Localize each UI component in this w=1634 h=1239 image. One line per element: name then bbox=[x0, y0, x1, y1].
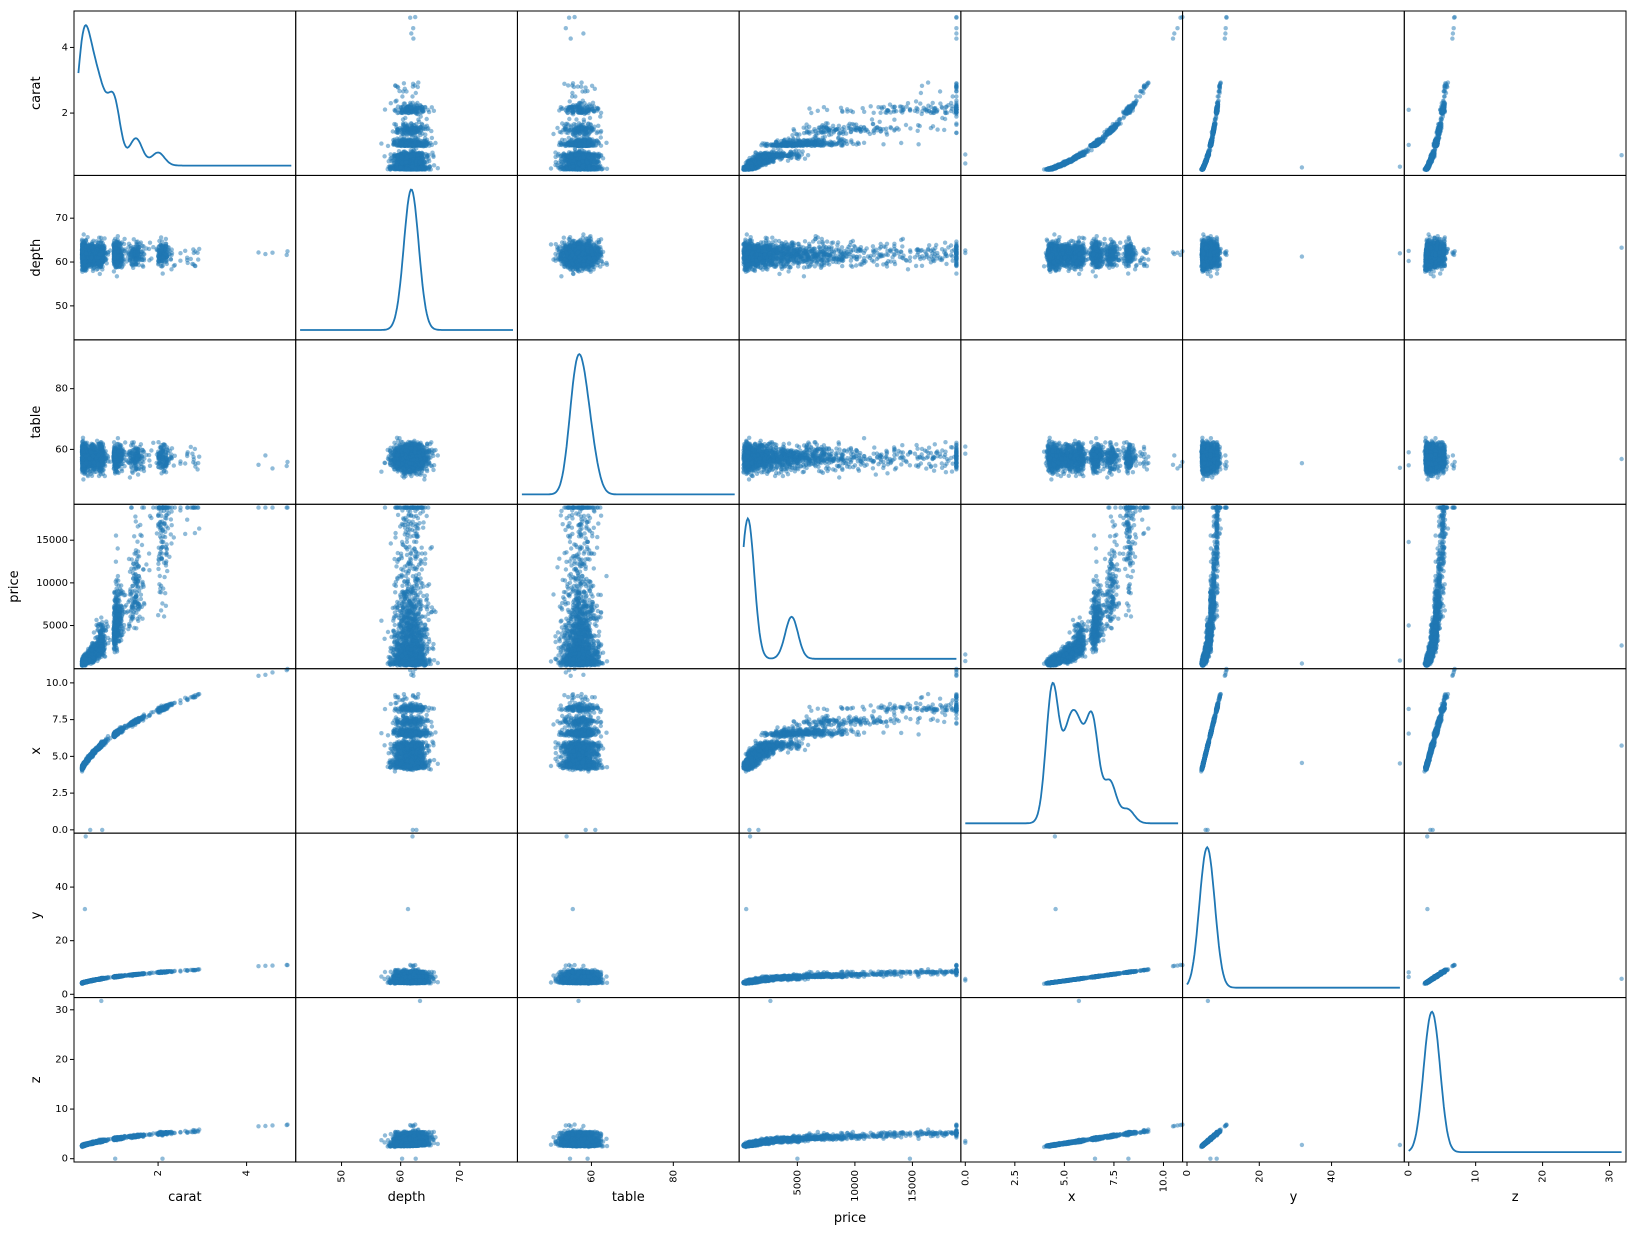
scatter-point bbox=[386, 144, 390, 148]
scatter-point bbox=[402, 81, 406, 85]
scatter-point bbox=[409, 31, 413, 35]
scatter-point bbox=[408, 16, 412, 20]
scatter-point bbox=[411, 36, 415, 40]
scatter-point bbox=[411, 26, 415, 30]
scatter-point bbox=[413, 15, 417, 19]
